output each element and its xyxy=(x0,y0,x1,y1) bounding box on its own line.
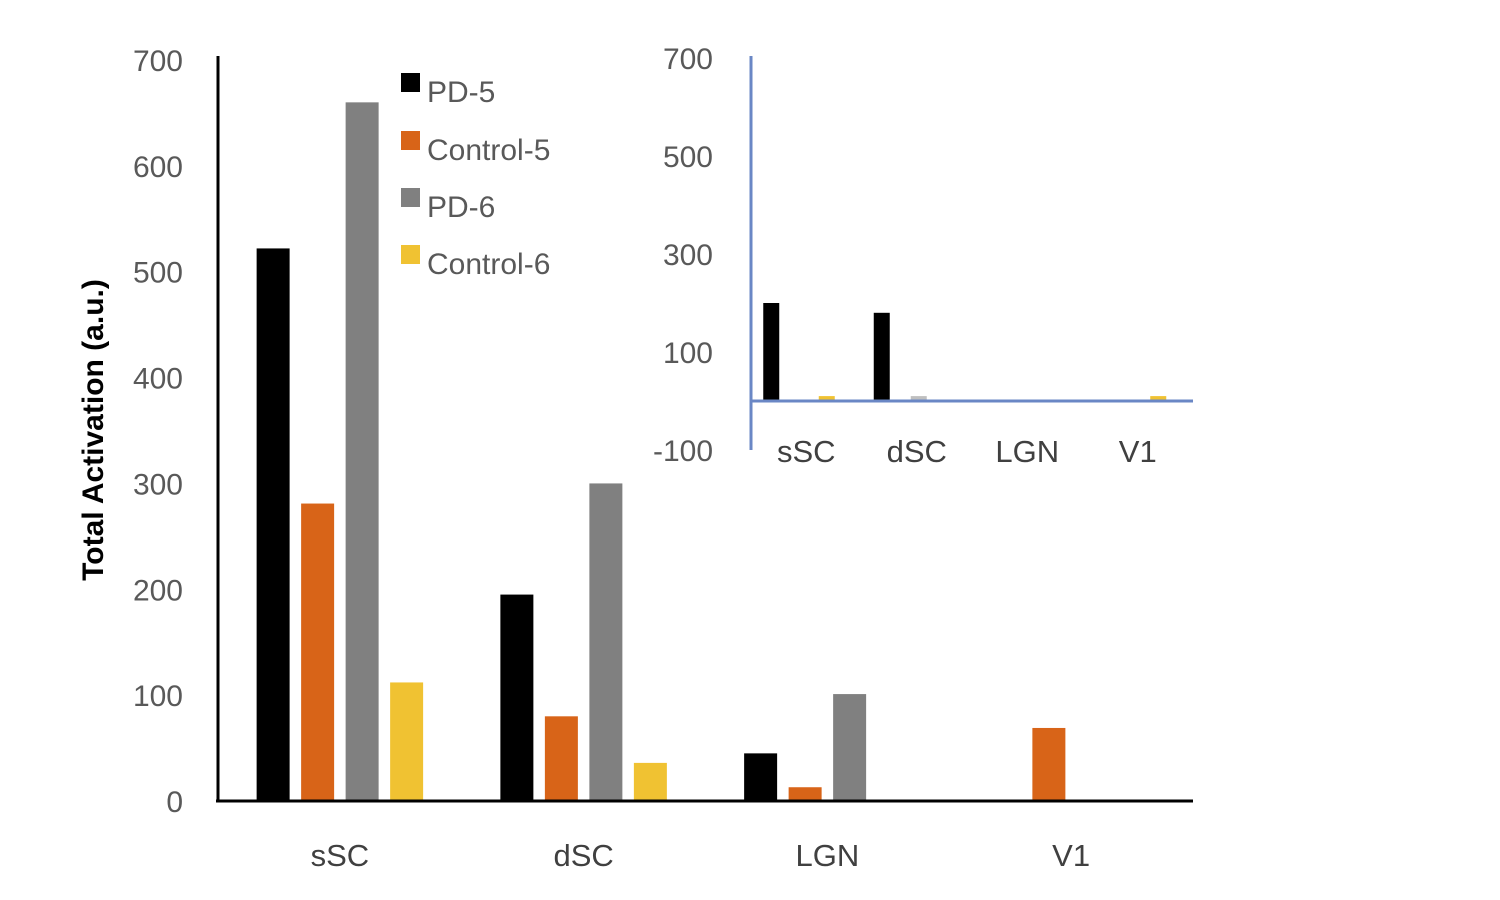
inset-x-category-label: sSC xyxy=(777,434,836,469)
y-tick-label: 400 xyxy=(133,363,183,396)
bar-pd-5-dsc xyxy=(500,594,534,801)
bar-pd-6-dsc xyxy=(589,483,623,801)
y-tick-label: 100 xyxy=(133,680,183,713)
inset-y-tick-label: 300 xyxy=(663,239,713,272)
inset-x-category-label: LGN xyxy=(995,434,1059,469)
y-tick-label: 0 xyxy=(166,786,183,819)
legend-label-pd-6: PD-6 xyxy=(427,191,495,224)
main-chart: 0 100 200 300 400 500 600 700 sSC dSC LGN V1 Total A… xyxy=(77,45,1193,873)
inset-y-tick-label: 700 xyxy=(663,43,713,76)
y-axis-title: Total Activation (a.u.) xyxy=(77,279,110,581)
bar-pd-6-ssc xyxy=(345,102,379,802)
x-category-label: V1 xyxy=(1052,838,1090,873)
legend-swatch-pd-6 xyxy=(401,188,420,207)
y-tick-label: 200 xyxy=(133,574,183,607)
legend-label-control-6: Control-6 xyxy=(427,248,550,281)
legend-swatch-control-6 xyxy=(401,245,420,264)
x-category-label: LGN xyxy=(796,838,860,873)
bar-control-6-ssc xyxy=(390,682,424,801)
bar-control-5-v1 xyxy=(1032,727,1066,801)
bar-control-6-dsc xyxy=(633,762,667,801)
legend-label-control-5: Control-5 xyxy=(427,134,550,167)
y-tick-label: 700 xyxy=(133,45,183,78)
inset-chart: -100 100 300 500 700 sSC dSC LGN V1 xyxy=(653,43,1193,469)
x-category-label: dSC xyxy=(553,838,613,873)
bar-control-5-lgn xyxy=(788,787,822,801)
y-tick-label: 500 xyxy=(133,257,183,290)
inset-y-tick-label: 100 xyxy=(663,337,713,370)
legend-label-pd-5: PD-5 xyxy=(427,76,495,109)
legend-swatch-control-5 xyxy=(401,131,420,150)
bar-pd-5-lgn xyxy=(744,753,778,801)
bar-pd-6-lgn xyxy=(833,694,867,801)
x-category-label: sSC xyxy=(311,838,370,873)
y-tick-label: 300 xyxy=(133,468,183,501)
y-tick-label: 600 xyxy=(133,151,183,184)
bar-control-5-ssc xyxy=(301,503,335,801)
inset-x-category-label: V1 xyxy=(1119,434,1157,469)
bar-pd-5-ssc xyxy=(256,248,290,801)
legend-swatch-pd-5 xyxy=(401,73,420,92)
inset-bar-pd-6-dsc xyxy=(910,396,927,401)
inset-bar-control-6-ssc xyxy=(818,396,835,401)
inset-bar-control-6-v1 xyxy=(1150,396,1167,401)
inset-y-tick-label: -100 xyxy=(653,435,713,468)
inset-y-tick-label: 500 xyxy=(663,141,713,174)
inset-bar-pd-5-dsc xyxy=(873,312,890,401)
inset-x-category-label: dSC xyxy=(887,434,947,469)
bar-control-5-dsc xyxy=(544,716,578,801)
inset-bar-pd-5-ssc xyxy=(763,303,780,401)
